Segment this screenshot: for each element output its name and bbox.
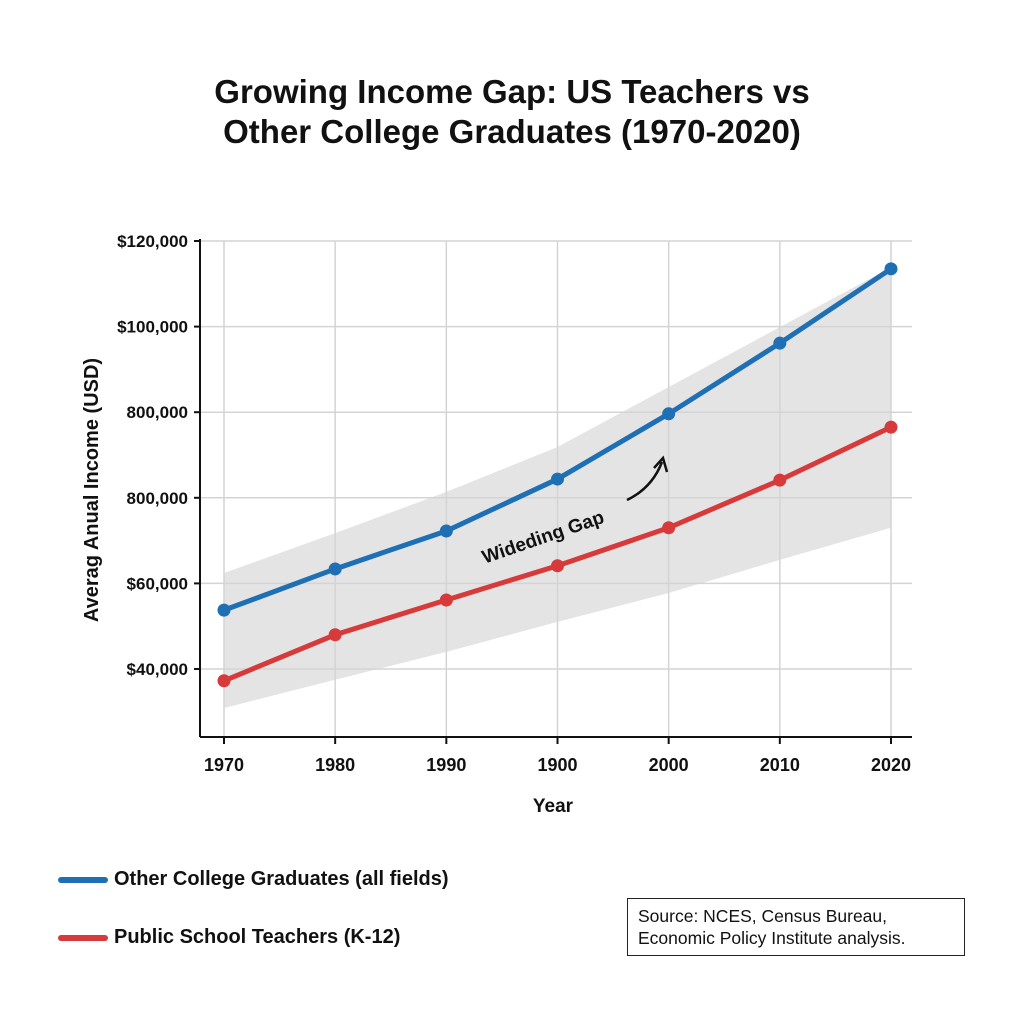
data-point <box>662 407 676 421</box>
x-tick-label: 1900 <box>537 755 577 775</box>
legend-label: Public School Teachers (K-12) <box>114 926 401 948</box>
legend-item-college-grads: Other College Graduates (all fields) <box>58 868 449 891</box>
chart-title-line-1: Growing Income Gap: US Teachers vs <box>214 73 810 110</box>
legend-swatch-blue <box>58 876 108 883</box>
y-tick-label: $60,000 <box>127 574 188 593</box>
x-tick-label: 1970 <box>204 755 244 775</box>
data-point <box>773 336 787 350</box>
data-point <box>328 628 342 642</box>
y-tick-label: $40,000 <box>127 660 188 679</box>
data-point <box>551 559 564 573</box>
x-tick-label: 2020 <box>871 755 911 775</box>
data-point <box>662 521 676 535</box>
data-point <box>884 420 898 434</box>
legend-item-teachers: Public School Teachers (K-12) <box>58 926 400 949</box>
chart-title-line-2: Other College Graduates (1970-2020) <box>223 113 801 150</box>
chart-title: Growing Income Gap: US Teachers vs Other… <box>0 72 1024 152</box>
source-note: Source: NCES, Census Bureau, Economic Po… <box>627 898 965 956</box>
x-tick-label: 1980 <box>315 755 355 775</box>
x-tick-label: 2010 <box>760 755 800 775</box>
y-tick-label: $120,000 <box>117 232 188 251</box>
y-tick-label: $100,000 <box>117 318 188 337</box>
data-point <box>328 562 342 576</box>
data-point <box>217 603 231 617</box>
data-point <box>439 524 453 538</box>
source-line-1: Source: NCES, Census Bureau, <box>638 906 888 926</box>
data-point <box>217 674 231 688</box>
annotation-arrow <box>626 461 664 502</box>
y-axis-label: Averag Anual Income (USD) <box>81 358 103 622</box>
y-tick-label: 800,000 <box>127 489 188 508</box>
arrow-head-icon <box>653 455 669 473</box>
legend-label: Other College Graduates (all fields) <box>114 868 449 890</box>
x-tick-label: 1990 <box>426 755 466 775</box>
data-point <box>439 593 453 607</box>
data-point <box>773 473 787 487</box>
source-line-2: Economic Policy Institute analysis. <box>638 928 906 948</box>
x-axis-label: Year <box>533 796 574 817</box>
data-point <box>884 262 898 276</box>
data-point <box>551 472 564 486</box>
legend-swatch-red <box>58 934 108 941</box>
x-tick-label: 2000 <box>649 755 689 775</box>
y-tick-label: 800,000 <box>127 403 188 422</box>
